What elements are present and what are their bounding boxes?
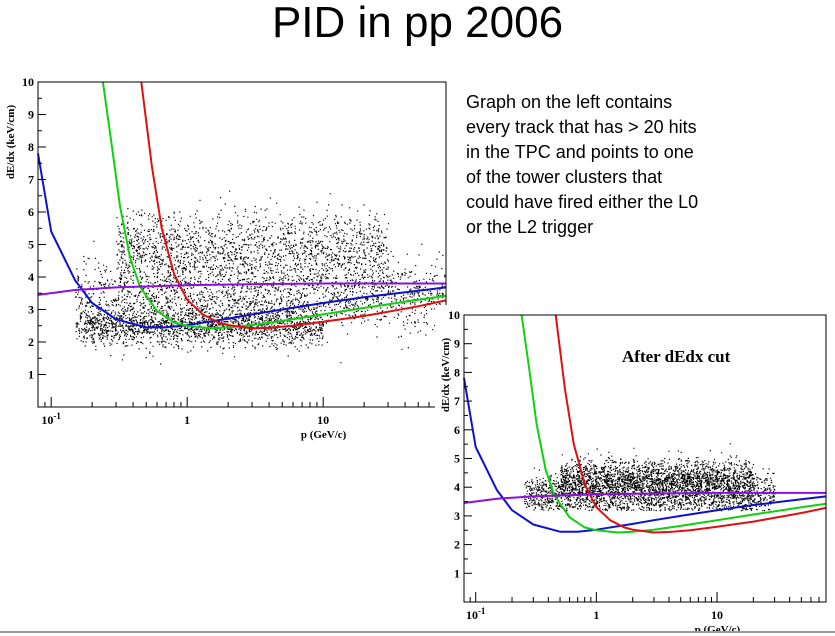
y-tick-label: 8 [454, 365, 460, 379]
y-tick-label: 3 [28, 303, 34, 317]
red-curve [140, 81, 447, 330]
bottom-divider [0, 631, 835, 633]
y-tick-label: 5 [454, 452, 460, 466]
y-tick-label: 6 [454, 423, 460, 437]
y-axis-label: dE/dx (keV/cm) [440, 338, 452, 413]
y-axis-label: dE/dx (keV/cm) [5, 105, 17, 180]
y-tick-label: 7 [454, 394, 460, 408]
y-tick-label: 1 [454, 566, 460, 580]
purple-curve [463, 491, 826, 504]
y-tick-label: 8 [28, 140, 34, 154]
bethe-bloch-curves [37, 81, 447, 330]
y-tick-label: 6 [28, 205, 34, 219]
description-line: Graph on the left contains [466, 92, 673, 112]
bethe-bloch-curves [463, 314, 827, 534]
y-tick-label: 10 [22, 75, 34, 89]
point-cloud [75, 190, 447, 365]
x-tick-label: 1 [593, 608, 599, 622]
x-axis-label: p (GeV/c) [301, 429, 347, 441]
description-line: in the TPC and points to one [466, 142, 694, 162]
green-curve [101, 81, 447, 330]
y-tick-label: 1 [28, 368, 34, 382]
y-tick-label: 9 [454, 337, 460, 351]
purple-curve [37, 282, 446, 296]
red-curve [554, 314, 827, 534]
description-line: or the L2 trigger [466, 217, 594, 237]
y-tick-label: 7 [28, 173, 34, 187]
y-tick-label: 10 [448, 308, 460, 322]
x-tick-label: 10 [711, 608, 723, 622]
description-line: could have fired either the L0 [466, 192, 699, 212]
slide-description: Graph on the left contains every track t… [466, 90, 766, 240]
plot-annotation: After dEdx cut [622, 347, 731, 366]
y-tick-label: 2 [454, 538, 460, 552]
data-points [75, 190, 447, 365]
y-tick-label: 9 [28, 108, 34, 122]
description-line: every track that has > 20 hits [466, 117, 697, 137]
y-tick-label: 2 [28, 335, 34, 349]
description-line: of the tower clusters that [466, 167, 663, 187]
plot-background [0, 72, 450, 442]
x-tick-label: 1 [184, 413, 190, 427]
x-axis-label: p (GeV/c) [695, 624, 741, 631]
y-tick-label: 3 [454, 509, 460, 523]
slide-title: PID in pp 2006 [271, 0, 564, 47]
y-tick-label: 5 [28, 238, 34, 252]
x-tick-label: 10 [317, 413, 329, 427]
green-curve [520, 314, 827, 534]
y-tick-label: 4 [28, 270, 34, 284]
y-tick-label: 4 [454, 480, 460, 494]
